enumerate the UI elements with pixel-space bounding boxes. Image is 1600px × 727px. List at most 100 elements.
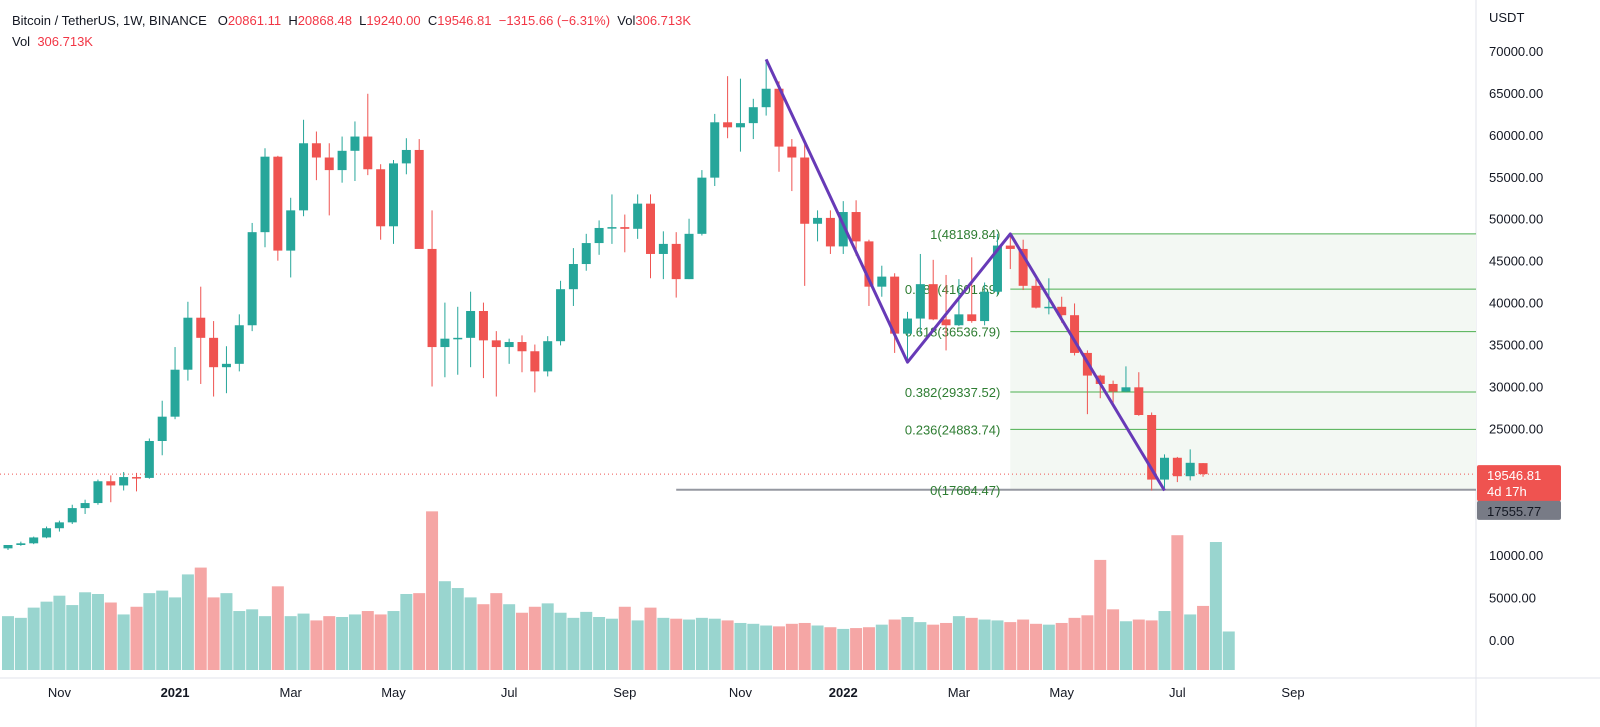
volume-value: 306.713K (635, 13, 692, 28)
volume-bar (53, 595, 66, 670)
volume-bar (605, 618, 618, 670)
price-tick-label: 40000.00 (1489, 296, 1543, 311)
volume-bar (888, 619, 901, 670)
volume-bar (773, 626, 785, 670)
candle-body (1172, 457, 1182, 477)
volume-bar (683, 619, 696, 670)
close-label: C (427, 13, 438, 28)
volume-indicator-value: 306.713K (37, 34, 93, 49)
volume-series (2, 511, 1235, 670)
volume-bar (387, 611, 400, 670)
candle-body (389, 163, 398, 227)
candle-body (877, 276, 887, 287)
trendline-drawing (764, 58, 1166, 492)
volume-bar (811, 625, 824, 670)
volume-bar (1158, 611, 1171, 670)
time-tick-label: May (1049, 685, 1074, 700)
volume-bar (233, 611, 246, 670)
candle-body (980, 291, 990, 322)
candle-body (157, 416, 167, 441)
symbol-title[interactable]: Bitcoin / TetherUS, 1W, BINANCE (12, 13, 207, 28)
last-price-label: 19546.81 (1487, 468, 1541, 483)
volume-bar (246, 609, 259, 670)
candle-body (787, 146, 797, 158)
volume-bar (259, 616, 271, 670)
candle-body (1134, 387, 1144, 415)
open-label: O (217, 13, 228, 28)
volume-tick-label: 10000.00 (1489, 548, 1543, 563)
volume-bar (1055, 622, 1068, 670)
candle-body (67, 508, 77, 523)
volume-bar (631, 620, 644, 670)
volume-bar (1107, 609, 1120, 670)
volume-bar (130, 606, 143, 670)
candle-body (106, 481, 116, 486)
volume-bar (554, 612, 567, 670)
candle-body (337, 150, 347, 171)
candle-body (311, 143, 321, 158)
volume-bar (104, 602, 117, 670)
volume-legend: Vol 306.713K (12, 34, 93, 49)
volume-bar (991, 620, 1004, 670)
volume-bar (978, 619, 991, 670)
candle-body (80, 503, 90, 509)
candle-body (299, 143, 309, 211)
time-tick-label: Mar (948, 685, 971, 700)
volume-bar (798, 622, 811, 670)
volume-bar (1222, 631, 1235, 670)
volume-bar (14, 617, 27, 670)
volume-bar (143, 593, 156, 670)
last-price-tag (1477, 465, 1561, 502)
candle-body (530, 351, 540, 372)
volume-bar (528, 606, 541, 670)
volume-bar (1030, 623, 1042, 670)
fib-level-label: 0.382(29337.52) (905, 385, 1000, 400)
candle-body (1121, 387, 1131, 392)
volume-bar (1081, 615, 1094, 670)
volume-bar (670, 618, 683, 670)
fib-level-label: 0.236(24883.74) (905, 422, 1000, 437)
bar-countdown-label: 4d 17h (1487, 484, 1527, 499)
candle-body (838, 212, 848, 247)
high-label: H (288, 13, 298, 28)
time-tick-label: Jul (1169, 685, 1186, 700)
candle-body (581, 243, 591, 265)
candle-body (132, 477, 141, 479)
fib-retracement-area (1010, 233, 1476, 490)
candle-body (324, 157, 334, 171)
candle-body (119, 477, 129, 486)
candle-body (800, 157, 810, 224)
candle-body (3, 544, 13, 549)
low-value: 19240.00 (366, 13, 421, 28)
volume-bar (271, 586, 284, 670)
candle-body (941, 319, 951, 326)
candle-body (42, 528, 52, 538)
candle-body (556, 289, 566, 342)
candle-body (697, 177, 707, 234)
candle-body (1018, 248, 1028, 286)
price-tick-label: 55000.00 (1489, 170, 1543, 185)
candle-body (234, 325, 244, 364)
volume-bar (220, 593, 233, 670)
volume-bar (207, 597, 220, 670)
candle-body (992, 245, 1002, 292)
volume-indicator-label[interactable]: Vol (12, 34, 31, 49)
time-tick-label: May (381, 685, 406, 700)
volume-bar (1171, 535, 1184, 670)
volume-bar (1132, 619, 1145, 670)
volume-bar (40, 601, 53, 670)
candle-body (144, 440, 154, 478)
volume-bar (850, 628, 863, 670)
volume-bar (593, 616, 606, 670)
volume-bar (927, 624, 940, 670)
change-value: −1315.66 (−6.31%) (498, 13, 611, 28)
volume-bar (747, 623, 760, 670)
volume-bar (1209, 542, 1222, 670)
candle-body (967, 314, 977, 322)
volume-bar (657, 617, 670, 670)
price-tick-label: 30000.00 (1489, 379, 1543, 394)
time-axis: Nov 2021 Mar May Jul Sep Nov 2022 Mar May Jul Sep (48, 685, 1305, 700)
candle-body (864, 241, 874, 287)
volume-bar (734, 622, 747, 670)
